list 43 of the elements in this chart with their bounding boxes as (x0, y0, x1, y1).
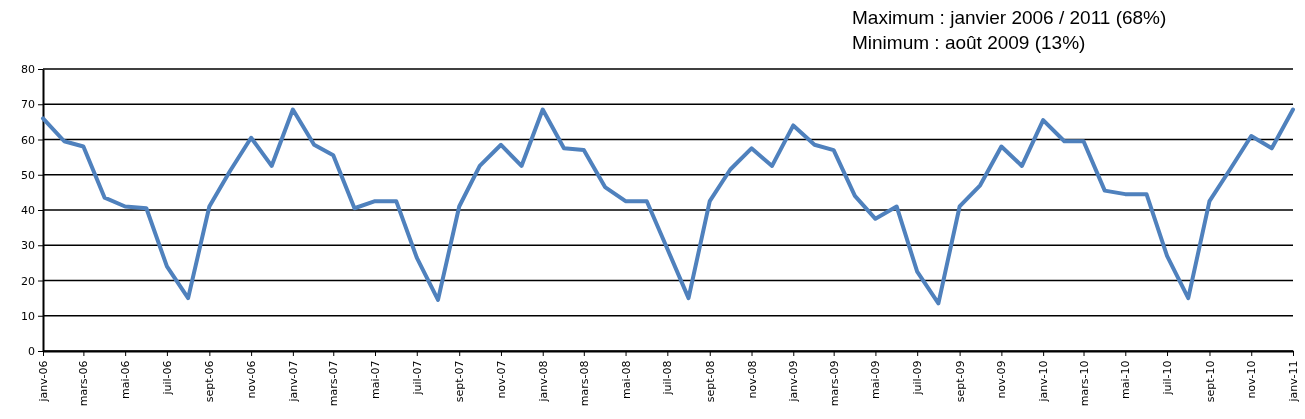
x-tick-label: janv-07 (286, 360, 300, 403)
x-tick-label: mars-08 (577, 360, 591, 407)
x-tick-label: mars-06 (77, 360, 91, 407)
y-tick-label: 60 (21, 133, 35, 147)
x-tick-label: mai-10 (1119, 360, 1133, 399)
x-tick-label: janv-09 (787, 360, 801, 403)
x-tick-label: juil-09 (911, 360, 925, 396)
x-tick-label: nov-07 (494, 360, 508, 399)
x-tick-label: nov-09 (995, 360, 1009, 399)
x-tick-label: sept-10 (1203, 360, 1217, 403)
x-tick-label: juil-08 (661, 360, 675, 396)
x-tick-label: janv-08 (536, 360, 550, 403)
y-tick-label: 30 (21, 239, 35, 253)
x-tick-label: mai-08 (619, 360, 633, 399)
x-tick-label: janv-06 (37, 360, 51, 403)
x-tick-label: mars-09 (827, 360, 841, 407)
x-tick-label: juil-10 (1161, 360, 1175, 396)
x-tick-label: mars-07 (327, 360, 341, 407)
y-tick-label: 20 (21, 274, 35, 288)
x-tick-label: mai-07 (369, 360, 383, 399)
line-series (41, 107, 1295, 306)
x-tick-label: mars-10 (1077, 360, 1091, 407)
y-tick-label: 10 (21, 309, 35, 323)
y-tick-label: 80 (21, 63, 35, 77)
x-tick-label: sept-06 (203, 360, 217, 403)
y-tick-label: 0 (28, 345, 35, 359)
x-tick-label: mai-06 (119, 360, 133, 399)
text: Minimum : août 2009 (13%) (852, 32, 1086, 53)
x-tick-label: janv-11 (1287, 360, 1301, 403)
x-tick-label: sept-07 (453, 360, 467, 403)
x-tick-label: nov-08 (745, 360, 759, 399)
y-tick-label: 50 (21, 168, 35, 182)
x-tick-label: sept-08 (703, 360, 717, 403)
x-tick-label: janv-10 (1037, 360, 1051, 403)
y-tick-label: 70 (21, 98, 35, 112)
x-tick-label: nov-10 (1245, 360, 1259, 399)
text: Maximum : janvier 2006 / 2011 (68%) (852, 7, 1167, 28)
x-tick-label: juil-07 (410, 360, 424, 396)
x-tick-label: juil-06 (160, 360, 174, 396)
y-tick-label: 40 (21, 204, 35, 218)
x-tick-label: mai-09 (869, 360, 883, 399)
x-tick-label: nov-06 (245, 360, 259, 399)
x-tick-label: sept-09 (953, 360, 967, 403)
